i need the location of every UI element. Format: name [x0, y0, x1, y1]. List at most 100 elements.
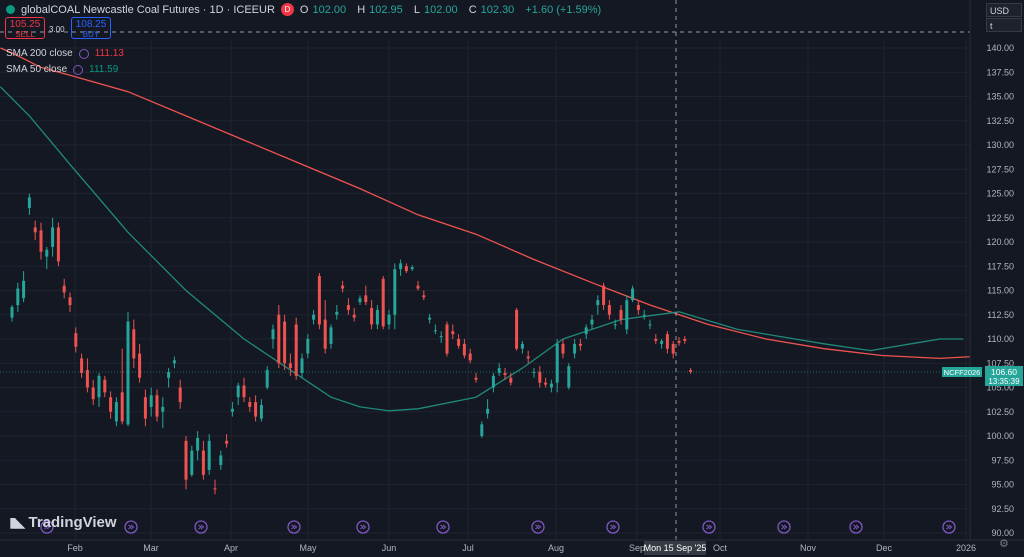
candle-body	[689, 370, 693, 372]
candle	[654, 334, 658, 344]
candle-body	[143, 397, 147, 419]
price-tick-label: 95.00	[991, 480, 1014, 490]
candle	[306, 334, 310, 359]
candle-body	[503, 372, 507, 375]
candle-body	[538, 371, 542, 383]
open-label: O	[299, 3, 309, 16]
candle-body	[74, 333, 78, 347]
candle	[671, 340, 675, 359]
candle	[248, 397, 252, 412]
candle-body	[636, 305, 640, 310]
buy-button[interactable]: 108.25 BUY	[71, 17, 111, 39]
candle	[428, 313, 432, 324]
candle	[422, 290, 426, 301]
candle-body	[114, 402, 118, 422]
candle	[515, 307, 519, 351]
crosshair-date-box	[644, 541, 706, 555]
market-status-icon	[6, 5, 15, 14]
symbol-title[interactable]: globalCOAL Newcastle Coal Futures · 1D ·…	[21, 3, 275, 16]
candle-body	[671, 343, 675, 354]
candle-body	[138, 353, 142, 378]
candle-body	[288, 363, 292, 369]
candle	[97, 372, 101, 407]
candle	[509, 372, 513, 386]
sma200-settings-icon[interactable]	[78, 48, 89, 59]
event-marker-ring	[849, 520, 863, 534]
low-label: L	[413, 3, 420, 16]
candle-body	[323, 319, 327, 349]
candle	[109, 391, 113, 419]
candle	[358, 295, 362, 306]
candle-body	[196, 437, 200, 451]
d-badge[interactable]: D	[280, 3, 294, 16]
currency-selector[interactable]: USD	[986, 3, 1022, 17]
tradingview-logo[interactable]: ▮◣ TradingView	[9, 514, 117, 531]
candle-body	[677, 340, 681, 343]
sell-button[interactable]: 105.25 SELL	[5, 17, 45, 39]
candle-body	[16, 288, 20, 306]
candle-body	[190, 450, 194, 475]
candle-body	[474, 377, 478, 380]
sma50-label: SMA 50 close	[6, 64, 68, 75]
candle	[433, 324, 437, 335]
candle-body	[462, 343, 466, 356]
time-tick-label: Dec	[876, 543, 893, 553]
sma50-settings-icon[interactable]	[73, 64, 84, 75]
candle-body	[120, 392, 124, 422]
event-marker-arrows	[535, 524, 542, 530]
time-axis[interactable]: Feb Mar Apr May Jun Jul Aug Sep Oct Nov Dec 2026	[0, 539, 1024, 553]
candle	[265, 366, 269, 390]
candle	[636, 300, 640, 315]
sma200-legend[interactable]: SMA 200 close 111.13	[6, 48, 124, 59]
price-tick-label: 100.00	[986, 431, 1014, 441]
candle-body	[404, 266, 408, 272]
candle-body	[665, 334, 669, 349]
sma50-path	[0, 86, 964, 412]
price-tick-label: 132.50	[986, 116, 1014, 126]
candle	[294, 317, 298, 380]
unit-selector[interactable]: t	[986, 18, 1022, 32]
candle	[172, 356, 176, 369]
high-label: H	[357, 3, 366, 16]
candle-body	[497, 368, 501, 373]
event-marker-icon	[40, 520, 54, 534]
price-tick-label: 105.00	[986, 383, 1014, 393]
candle-body	[62, 285, 66, 293]
candle	[503, 368, 507, 380]
candles-layer	[10, 193, 693, 495]
candle-body	[91, 387, 95, 400]
candle-body	[172, 360, 176, 364]
candle	[561, 339, 565, 359]
candle-body	[33, 227, 37, 233]
candle-body	[213, 488, 217, 490]
price-tick-label: 92.50	[991, 504, 1014, 514]
event-marker-ring	[40, 520, 54, 534]
candle-body	[236, 385, 240, 398]
event-marker-icon	[287, 520, 301, 534]
candle	[184, 436, 188, 490]
open-value: 102.00	[312, 3, 347, 16]
candle	[445, 321, 449, 357]
candle	[404, 263, 408, 274]
sma50-legend[interactable]: SMA 50 close 111.59	[6, 64, 118, 75]
candle-body	[300, 358, 304, 373]
candle	[410, 265, 414, 272]
candle	[207, 434, 211, 475]
candle	[457, 334, 461, 349]
candle	[277, 305, 281, 369]
price-axis[interactable]: 90.00 92.50 95.00 97.50 100.00 102.50 105.00 10…	[969, 0, 1024, 557]
candle	[486, 399, 490, 419]
candle	[22, 271, 26, 303]
settings-gear-icon[interactable]: ⚙	[999, 538, 1009, 550]
candle	[607, 300, 611, 320]
candle	[364, 285, 368, 306]
candle	[155, 389, 159, 422]
candle-body	[491, 375, 495, 388]
candle-body	[364, 295, 368, 303]
candle	[567, 363, 571, 390]
ticker-box	[942, 367, 982, 377]
sell-price: 105.25	[9, 19, 41, 30]
candle-body	[10, 306, 14, 318]
candle-body	[375, 309, 379, 325]
